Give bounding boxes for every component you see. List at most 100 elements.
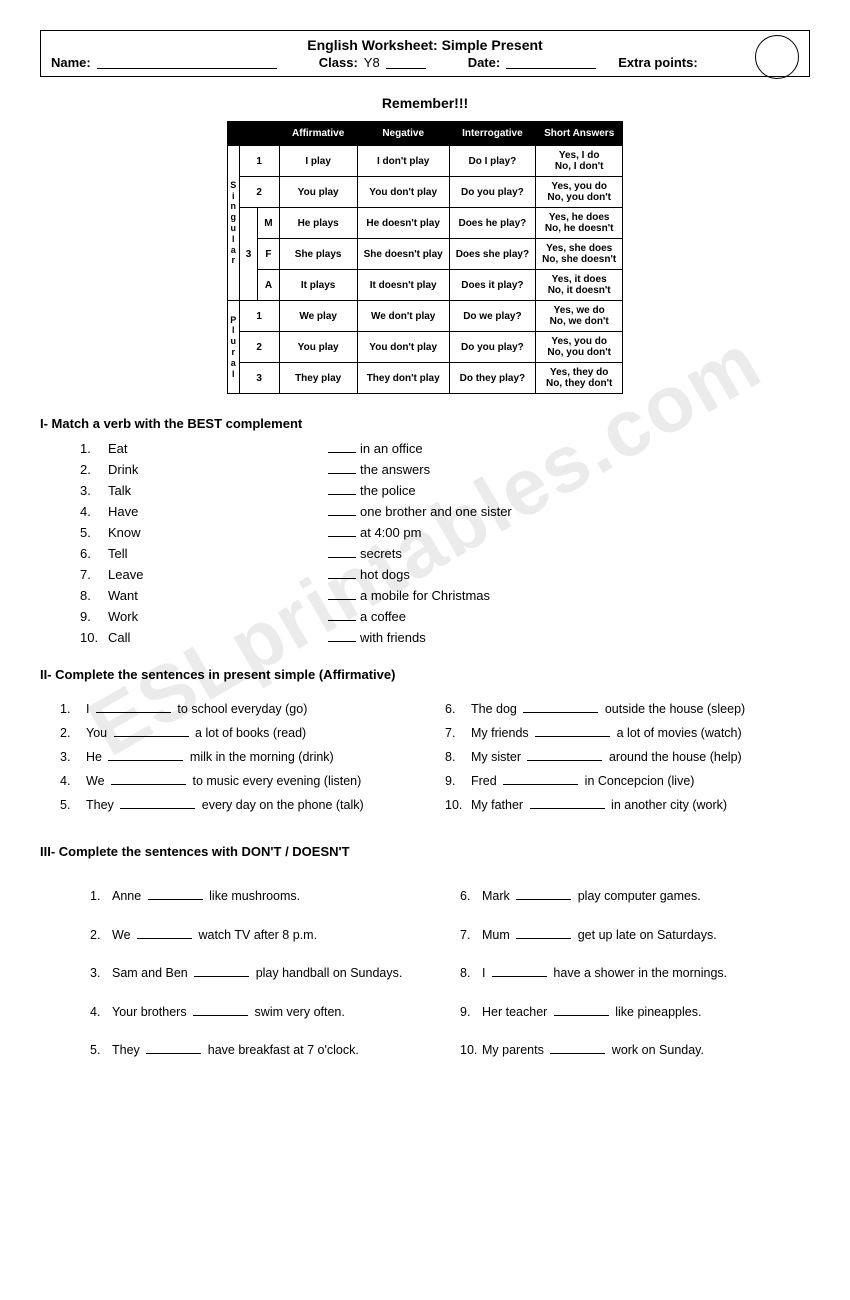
name-input-line[interactable] xyxy=(97,57,277,69)
col-interrogative: Interrogative xyxy=(449,122,535,146)
sentence-text: My friends a lot of movies (watch) xyxy=(471,726,742,740)
fill-blank[interactable] xyxy=(535,736,610,737)
item-number: 7. xyxy=(445,726,471,740)
list-item: 3.He milk in the morning (drink) xyxy=(60,750,415,764)
match-blank[interactable] xyxy=(328,494,356,495)
complement-text: a mobile for Christmas xyxy=(360,588,490,603)
verb-text: Tell xyxy=(108,546,328,561)
header-box: English Worksheet: Simple Present Name: … xyxy=(40,30,810,77)
exercise1: 1.Eatin an office2.Drinkthe answers3.Tal… xyxy=(40,441,810,645)
class-input-line[interactable] xyxy=(386,57,426,69)
class-label: Class: xyxy=(319,55,358,70)
sentence-text: I to school everyday (go) xyxy=(86,702,307,716)
list-item: 1.Eatin an office xyxy=(80,441,810,456)
fill-blank[interactable] xyxy=(523,712,598,713)
sentence-text: Your brothers swim very often. xyxy=(112,1001,345,1024)
col-affirmative: Affirmative xyxy=(279,122,357,146)
fill-blank[interactable] xyxy=(96,712,171,713)
sentence-text: Sam and Ben play handball on Sundays. xyxy=(112,962,402,985)
table-row: Singular 1 I play I don't play Do I play… xyxy=(227,146,623,177)
table-row: 2 You play You don't play Do you play? Y… xyxy=(227,177,623,208)
fill-blank[interactable] xyxy=(137,938,192,939)
list-item: 10.My father in another city (work) xyxy=(445,798,800,812)
item-number: 8. xyxy=(80,588,108,603)
item-number: 1. xyxy=(60,702,86,716)
extra-points-circle[interactable] xyxy=(755,35,799,79)
match-blank[interactable] xyxy=(328,473,356,474)
list-item: 4.Your brothers swim very often. xyxy=(90,1001,430,1024)
date-label: Date: xyxy=(468,55,501,70)
match-blank[interactable] xyxy=(328,536,356,537)
remember-heading: Remember!!! xyxy=(40,95,810,111)
fill-blank[interactable] xyxy=(148,899,203,900)
fill-blank[interactable] xyxy=(193,1015,248,1016)
sentence-text: Anne like mushrooms. xyxy=(112,885,300,908)
item-number: 6. xyxy=(460,885,482,908)
match-blank[interactable] xyxy=(328,578,356,579)
list-item: 5.Knowat 4:00 pm xyxy=(80,525,810,540)
fill-blank[interactable] xyxy=(111,784,186,785)
list-item: 4.Haveone brother and one sister xyxy=(80,504,810,519)
fill-blank[interactable] xyxy=(503,784,578,785)
item-number: 9. xyxy=(80,609,108,624)
sentence-text: He milk in the morning (drink) xyxy=(86,750,334,764)
complement-text: with friends xyxy=(360,630,426,645)
list-item: 9.Fred in Concepcion (live) xyxy=(445,774,800,788)
list-item: 5.They every day on the phone (talk) xyxy=(60,798,415,812)
fill-blank[interactable] xyxy=(550,1053,605,1054)
fill-blank[interactable] xyxy=(146,1053,201,1054)
item-number: 10. xyxy=(460,1039,482,1062)
fill-blank[interactable] xyxy=(114,736,189,737)
sentence-text: Mark play computer games. xyxy=(482,885,701,908)
item-number: 9. xyxy=(460,1001,482,1024)
item-number: 3. xyxy=(90,962,112,985)
list-item: 6.The dog outside the house (sleep) xyxy=(445,702,800,716)
fill-blank[interactable] xyxy=(516,899,571,900)
item-number: 8. xyxy=(460,962,482,985)
extra-points-label: Extra points: xyxy=(618,55,697,70)
match-blank[interactable] xyxy=(328,452,356,453)
list-item: 7.Leavehot dogs xyxy=(80,567,810,582)
verb-text: Eat xyxy=(108,441,328,456)
section3-title: III- Complete the sentences with DON'T /… xyxy=(40,844,810,859)
match-blank[interactable] xyxy=(328,557,356,558)
list-item: 7.Mum get up late on Saturdays. xyxy=(460,924,800,947)
sentence-text: My parents work on Sunday. xyxy=(482,1039,704,1062)
verb-text: Have xyxy=(108,504,328,519)
fill-blank[interactable] xyxy=(516,938,571,939)
item-number: 7. xyxy=(80,567,108,582)
complement-text: at 4:00 pm xyxy=(360,525,421,540)
match-blank[interactable] xyxy=(328,641,356,642)
match-blank[interactable] xyxy=(328,620,356,621)
item-number: 3. xyxy=(80,483,108,498)
item-number: 6. xyxy=(445,702,471,716)
fill-blank[interactable] xyxy=(108,760,183,761)
sentence-text: The dog outside the house (sleep) xyxy=(471,702,745,716)
match-blank[interactable] xyxy=(328,599,356,600)
fill-blank[interactable] xyxy=(530,808,605,809)
sentence-text: My father in another city (work) xyxy=(471,798,727,812)
item-number: 10. xyxy=(445,798,471,812)
item-number: 3. xyxy=(60,750,86,764)
list-item: 4.We to music every evening (listen) xyxy=(60,774,415,788)
complement-text: the answers xyxy=(360,462,430,477)
list-item: 2.You a lot of books (read) xyxy=(60,726,415,740)
list-item: 8.My sister around the house (help) xyxy=(445,750,800,764)
fill-blank[interactable] xyxy=(527,760,602,761)
fill-blank[interactable] xyxy=(120,808,195,809)
date-input-line[interactable] xyxy=(506,57,596,69)
match-blank[interactable] xyxy=(328,515,356,516)
fill-blank[interactable] xyxy=(492,976,547,977)
verb-text: Know xyxy=(108,525,328,540)
complement-text: a coffee xyxy=(360,609,406,624)
verb-text: Leave xyxy=(108,567,328,582)
class-value: Y8 xyxy=(364,55,380,70)
complement-text: one brother and one sister xyxy=(360,504,512,519)
fill-blank[interactable] xyxy=(554,1015,609,1016)
list-item: 3.Sam and Ben play handball on Sundays. xyxy=(90,962,430,985)
fill-blank[interactable] xyxy=(194,976,249,977)
list-item: 10.Callwith friends xyxy=(80,630,810,645)
worksheet-title: English Worksheet: Simple Present xyxy=(51,37,799,53)
table-row: F She plays She doesn't play Does she pl… xyxy=(227,239,623,270)
exercise3: 1.Anne like mushrooms.2.We watch TV afte… xyxy=(40,869,810,1078)
